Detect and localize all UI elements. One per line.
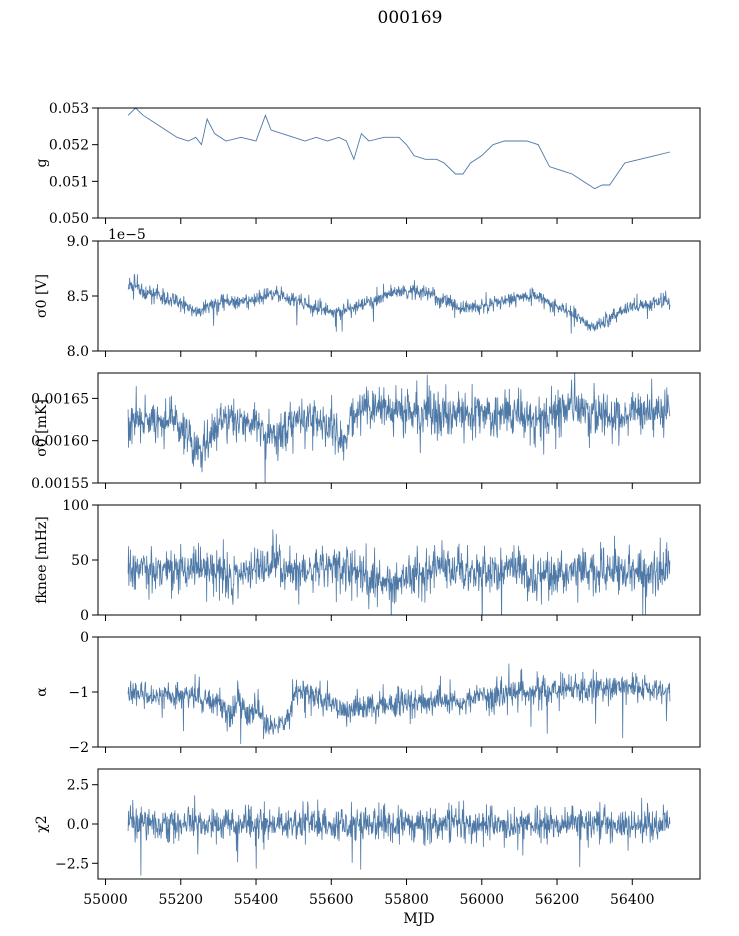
y-axis-label: g [34,158,50,167]
y-tick-label: 0.050 [49,211,89,227]
x-tick-label: 55600 [309,892,354,908]
y-axis-label: σ0 [mK] [34,399,50,457]
series-line [127,274,671,334]
y-tick-label: 0 [80,630,89,646]
y-tick-label: 100 [62,498,89,514]
y-tick-label: 0.00160 [31,434,89,450]
series-line [127,373,671,483]
y-tick-label: 0.00165 [31,391,89,407]
x-tick-label: 55400 [234,892,279,908]
y-tick-label: 0 [80,608,89,624]
x-tick-label: 56400 [610,892,655,908]
x-tick-label: 56000 [460,892,505,908]
subplot-2: 8.0 8.5 9.0 σ0 [V] 1e−5 [34,227,701,360]
y-tick-label: 9.0 [67,234,89,250]
y-tick-label: 0.052 [49,138,89,154]
y-tick-label: −2.5 [55,856,89,872]
series-line [127,108,671,190]
subplot-5: −2 −1 0 α [34,630,701,756]
subplot-4: 0 50 100 fknee [mHz] [34,498,701,624]
y-axis-label: fknee [mHz] [34,516,50,604]
y-tick-label: 8.0 [67,344,89,360]
series-line [127,529,671,615]
subplot-6: −2.5 0.0 2.5 55000 55200 55400 55600 55800 56000… [34,768,701,908]
y-tick-label: 0.053 [49,101,89,117]
y-tick-label: 8.5 [67,289,89,305]
subplot-1: 0.050 0.051 0.052 0.053 g [34,101,701,227]
y-tick-label: −2 [68,740,89,756]
figure-title: 000169 [378,8,443,28]
x-tick-label: 55200 [159,892,204,908]
x-tick-label: 56200 [535,892,580,908]
x-tick-label: 55000 [83,892,128,908]
x-tick-label: 55800 [384,892,429,908]
axes-frame [97,107,701,219]
y-tick-label: 50 [71,553,89,569]
y-offset-text: 1e−5 [108,227,146,243]
y-tick-label: 0.00155 [31,476,89,492]
y-tick-label: 2.5 [67,778,89,794]
series-line [127,663,671,744]
series-line [127,795,671,876]
y-axis-label: α [34,687,50,697]
y-axis-label: χ2 [34,815,50,832]
axes-frame [97,372,701,484]
x-axis-label: MJD [403,911,434,927]
y-tick-label: 0.051 [49,174,89,190]
y-tick-label: 0.0 [67,817,89,833]
y-axis-label: σ0 [V] [34,274,50,318]
y-tick-label: −1 [68,685,89,701]
